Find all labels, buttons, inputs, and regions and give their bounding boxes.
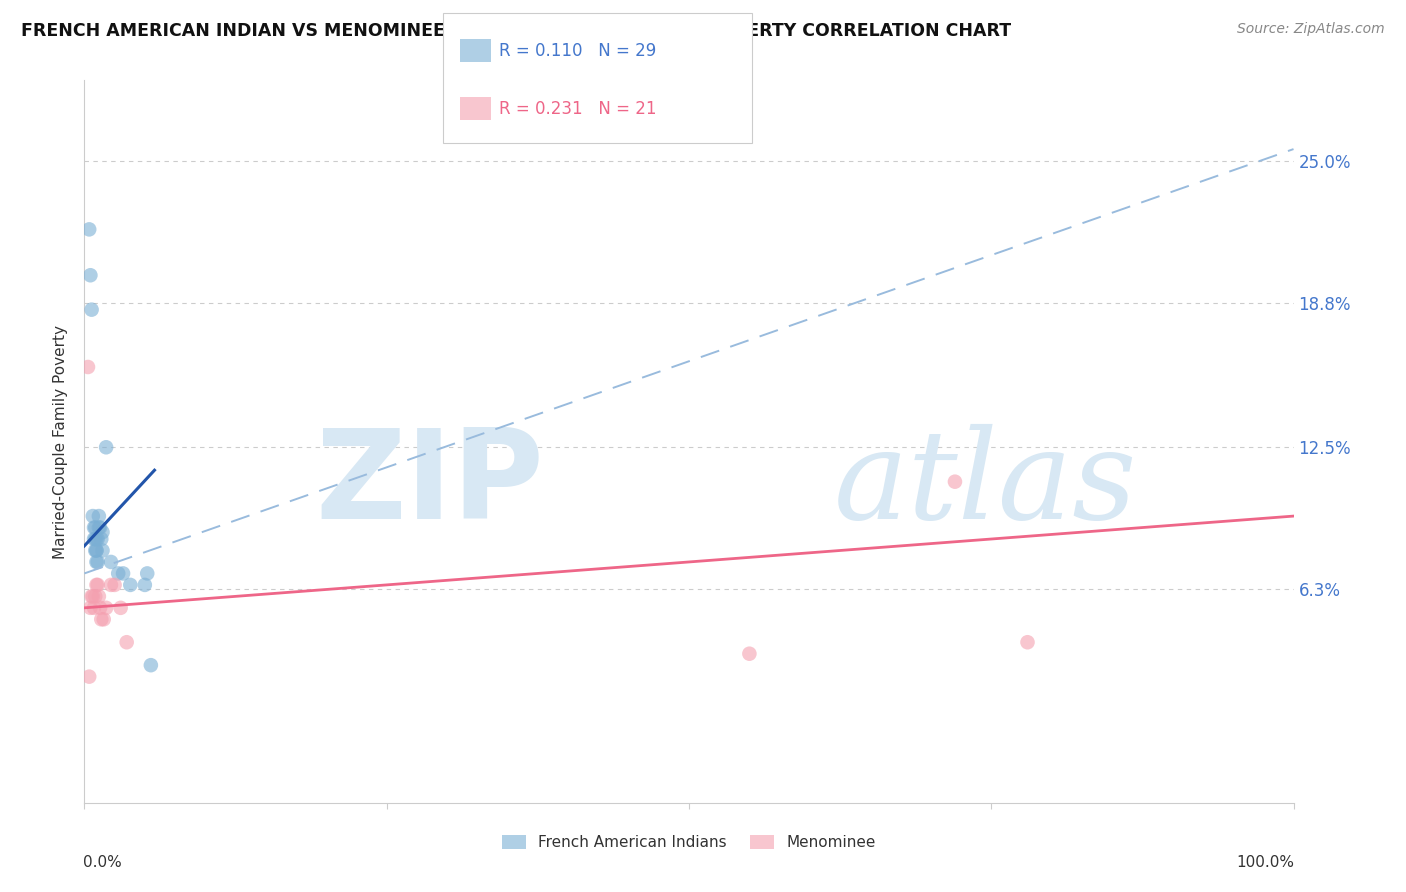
Text: Source: ZipAtlas.com: Source: ZipAtlas.com xyxy=(1237,22,1385,37)
Point xyxy=(91,525,114,540)
Point xyxy=(79,600,101,615)
Text: R = 0.231   N = 21: R = 0.231 N = 21 xyxy=(499,100,657,118)
Text: 0.0%: 0.0% xyxy=(83,855,122,870)
Point xyxy=(84,532,107,546)
Point xyxy=(93,612,115,626)
Point xyxy=(112,566,135,581)
Point xyxy=(90,612,112,626)
Point xyxy=(89,600,111,615)
Point xyxy=(86,543,108,558)
Point xyxy=(79,268,101,283)
Text: FRENCH AMERICAN INDIAN VS MENOMINEE MARRIED-COUPLE FAMILY POVERTY CORRELATION CH: FRENCH AMERICAN INDIAN VS MENOMINEE MARR… xyxy=(21,22,1011,40)
Text: ZIP: ZIP xyxy=(315,425,544,545)
Point xyxy=(87,509,110,524)
Point xyxy=(107,566,129,581)
Point xyxy=(139,658,162,673)
Point xyxy=(86,532,108,546)
Point xyxy=(1017,635,1039,649)
Point xyxy=(77,222,100,236)
Point xyxy=(82,590,104,604)
Point xyxy=(84,520,107,534)
Point xyxy=(80,302,103,317)
Point xyxy=(77,359,100,374)
Point xyxy=(110,600,132,615)
Point xyxy=(738,647,761,661)
Legend: French American Indians, Menominee: French American Indians, Menominee xyxy=(496,830,882,856)
Point xyxy=(943,475,966,489)
Point xyxy=(86,578,108,592)
Point xyxy=(104,578,127,592)
Point xyxy=(89,520,111,534)
Point xyxy=(94,600,117,615)
Point xyxy=(136,566,159,581)
Point xyxy=(86,555,108,569)
Point xyxy=(86,555,108,569)
Text: 100.0%: 100.0% xyxy=(1237,855,1295,870)
Point xyxy=(91,543,114,558)
Point xyxy=(100,555,122,569)
Point xyxy=(86,532,108,546)
Point xyxy=(94,440,117,454)
Point xyxy=(120,578,142,592)
Point xyxy=(83,520,105,534)
Point xyxy=(134,578,156,592)
Point xyxy=(84,543,107,558)
Point xyxy=(86,543,108,558)
Text: atlas: atlas xyxy=(834,424,1137,546)
Point xyxy=(100,578,122,592)
Point xyxy=(87,590,110,604)
Point xyxy=(115,635,138,649)
Y-axis label: Married-Couple Family Poverty: Married-Couple Family Poverty xyxy=(53,325,69,558)
Point xyxy=(77,670,100,684)
Point xyxy=(83,532,105,546)
Point xyxy=(90,532,112,546)
Point xyxy=(87,520,110,534)
Point xyxy=(83,600,105,615)
Point xyxy=(82,509,104,524)
Point xyxy=(80,590,103,604)
Text: R = 0.110   N = 29: R = 0.110 N = 29 xyxy=(499,42,657,60)
Point xyxy=(86,578,108,592)
Point xyxy=(84,590,107,604)
